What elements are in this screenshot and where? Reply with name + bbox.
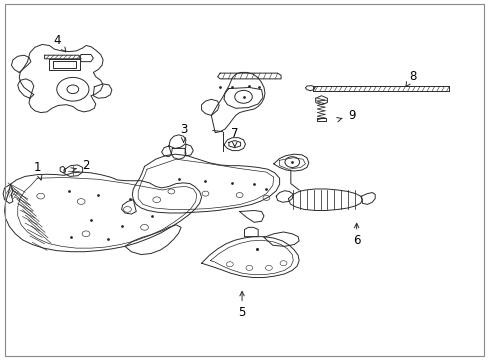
- Text: 3: 3: [180, 123, 187, 142]
- Text: 7: 7: [230, 127, 238, 147]
- Text: 2: 2: [71, 159, 90, 172]
- Text: 4: 4: [53, 33, 66, 52]
- Text: 1: 1: [34, 161, 42, 180]
- Text: 9: 9: [336, 109, 355, 122]
- Text: 6: 6: [352, 223, 360, 247]
- Text: 8: 8: [405, 69, 416, 86]
- Text: 5: 5: [238, 292, 245, 319]
